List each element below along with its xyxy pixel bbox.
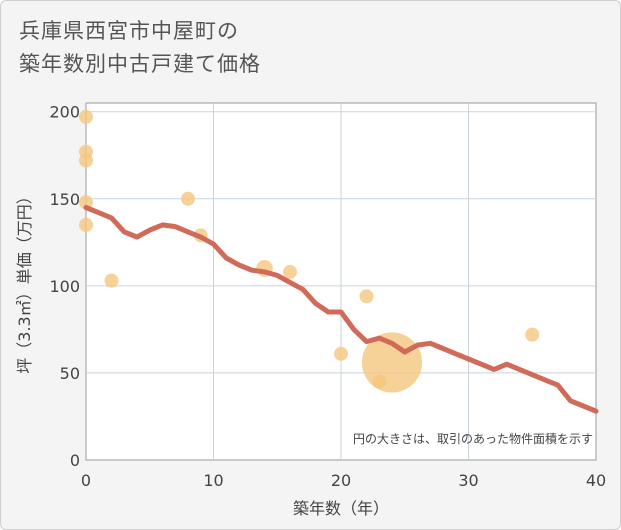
scatter-point bbox=[79, 195, 93, 210]
scatter-point bbox=[283, 264, 297, 279]
trend-line bbox=[83, 205, 599, 414]
size-note: 円の大きさは、取引のあった物件面積を示す bbox=[353, 431, 593, 446]
y-tick-label: 0 bbox=[70, 451, 80, 470]
trend-line-series bbox=[83, 205, 599, 414]
tick-labels: 0 10 20 30 40 0 50 100 150 200 bbox=[49, 103, 606, 490]
x-tick-label: 10 bbox=[203, 471, 223, 490]
scatter-point bbox=[79, 217, 93, 232]
x-tick-label: 0 bbox=[81, 471, 91, 490]
scatter-point bbox=[79, 153, 93, 168]
chart-title-line2: 築年数別中古戸建て価格 bbox=[19, 52, 261, 76]
grid bbox=[86, 103, 596, 460]
scatter-point bbox=[359, 289, 374, 304]
y-tick-label: 150 bbox=[49, 190, 80, 209]
x-tick-label: 30 bbox=[458, 471, 478, 490]
scatter-point bbox=[104, 273, 119, 288]
scatter-point bbox=[525, 327, 540, 342]
scatter-point bbox=[79, 109, 93, 124]
y-tick-label: 100 bbox=[49, 277, 80, 296]
x-tick-label: 40 bbox=[586, 471, 606, 490]
x-axis-label: 築年数（年） bbox=[293, 499, 389, 518]
y-tick-label: 50 bbox=[60, 364, 80, 383]
y-tick-label: 200 bbox=[49, 103, 80, 122]
chart-title-line1: 兵庫県西宮市中屋町の bbox=[19, 19, 239, 43]
chart-title: 兵庫県西宮市中屋町の 築年数別中古戸建て価格 bbox=[19, 15, 261, 81]
y-axis-label: 坪（3.3㎡）単価（万円） bbox=[15, 188, 34, 373]
scatter-point bbox=[181, 191, 195, 206]
scatter-point bbox=[334, 346, 348, 361]
scatter-point bbox=[361, 332, 423, 393]
x-tick-label: 20 bbox=[331, 471, 351, 490]
